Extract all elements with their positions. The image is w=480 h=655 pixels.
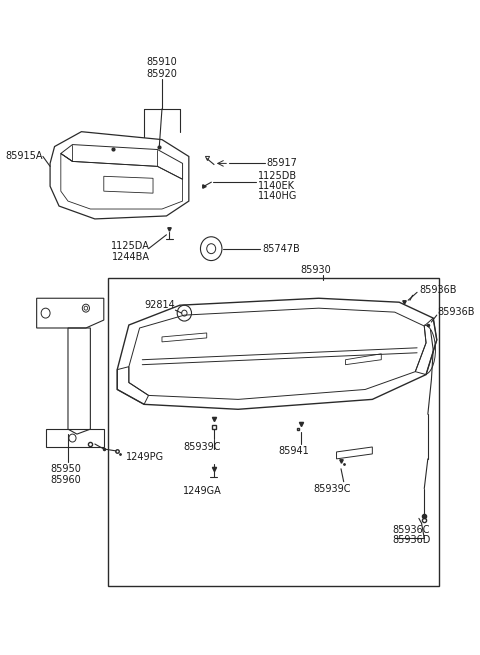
Text: 85941: 85941	[278, 446, 309, 456]
Text: 85950: 85950	[51, 464, 82, 474]
Text: 85930: 85930	[301, 265, 332, 276]
Text: 85936D: 85936D	[392, 535, 431, 545]
Bar	[108, 278, 440, 586]
Text: 1249GA: 1249GA	[183, 485, 222, 496]
Text: 85915A: 85915A	[5, 151, 43, 162]
Text: 92814: 92814	[144, 300, 175, 310]
Text: 85910: 85910	[146, 57, 177, 67]
Text: 85939C: 85939C	[183, 442, 221, 452]
Text: 1244BA: 1244BA	[112, 252, 150, 261]
Text: 85747B: 85747B	[262, 244, 300, 253]
Text: 1125DB: 1125DB	[258, 172, 297, 181]
Text: 85960: 85960	[51, 475, 82, 485]
Text: 85936B: 85936B	[438, 307, 475, 317]
Text: 1140EK: 1140EK	[258, 181, 295, 191]
Text: 85939C: 85939C	[313, 483, 351, 494]
Text: 1140HG: 1140HG	[258, 191, 297, 201]
Text: 1125DA: 1125DA	[111, 240, 150, 251]
Text: 85936C: 85936C	[392, 525, 430, 535]
Text: 85936B: 85936B	[419, 286, 456, 295]
Text: 85920: 85920	[146, 69, 178, 79]
Text: 1249PG: 1249PG	[126, 452, 164, 462]
Text: 85917: 85917	[267, 159, 298, 168]
